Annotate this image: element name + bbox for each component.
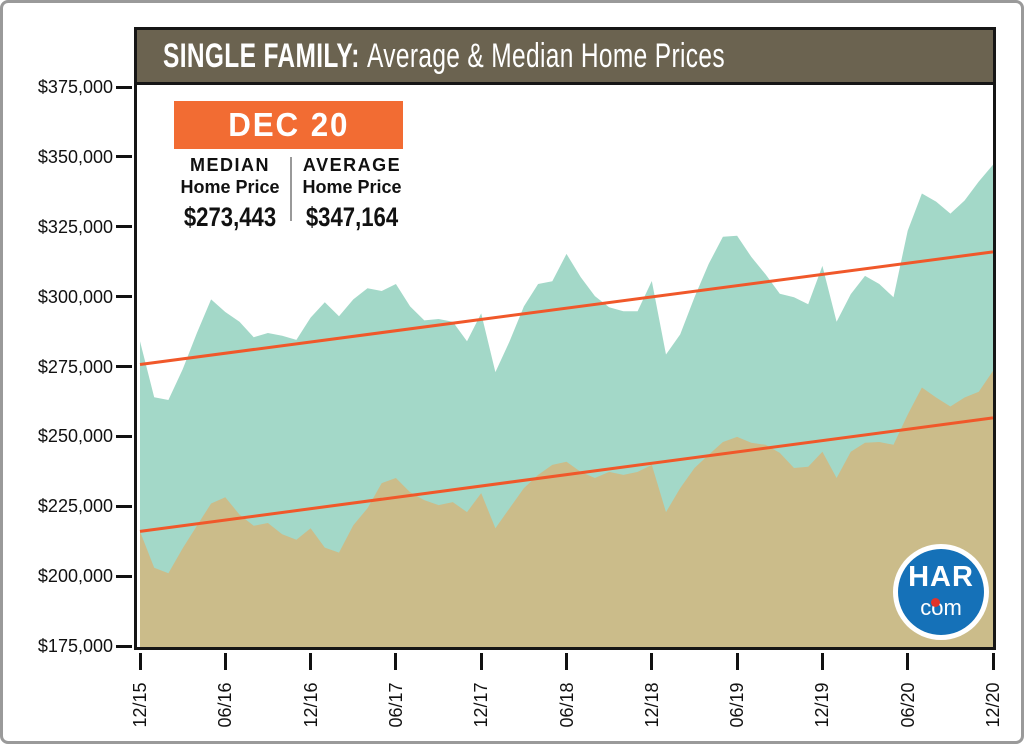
x-axis-tick <box>309 653 313 670</box>
har-logo-com-text: com <box>920 595 962 620</box>
y-axis-tick <box>116 365 132 368</box>
median-value: $273,443 <box>183 202 277 232</box>
y-axis-label: $175,000 <box>37 636 113 656</box>
x-axis-tick <box>820 653 824 670</box>
y-axis-label: $375,000 <box>37 77 113 97</box>
average-stat: AVERAGE Home Price $347,164 <box>292 155 412 233</box>
y-axis-label: $250,000 <box>37 426 113 447</box>
y-axis-tick <box>116 504 132 508</box>
x-axis-tick <box>138 653 142 670</box>
average-label: AVERAGE <box>302 155 402 175</box>
y-axis-label: $300,000 <box>37 286 113 307</box>
callout-stats: MEDIAN Home Price $273,443 AVERAGE Home … <box>170 155 412 233</box>
period-badge-label: DEC 20 <box>227 106 350 143</box>
y-axis-tick <box>116 155 132 159</box>
x-axis-tick <box>223 653 227 670</box>
y-axis-tick <box>116 574 132 578</box>
y-axis-label: $225,000 <box>37 496 113 517</box>
x-axis-tick <box>394 653 398 670</box>
har-com-logo-circle: HAR com <box>898 549 984 635</box>
har-com-logo: HAR com <box>893 544 989 640</box>
y-axis-tick <box>116 225 132 229</box>
har-logo-red-dot <box>931 598 940 607</box>
average-value: $347,164 <box>305 202 399 232</box>
average-sublabel: Home Price <box>302 177 402 197</box>
median-label: MEDIAN <box>190 155 270 175</box>
y-axis-tick <box>116 434 132 438</box>
y-axis-tick <box>116 644 132 648</box>
x-axis-tick <box>565 653 568 670</box>
x-axis-tick <box>650 653 654 670</box>
y-axis-label: $350,000 <box>37 146 113 167</box>
median-price-area <box>140 370 993 647</box>
average-trendline <box>139 250 994 366</box>
y-axis-label: $275,000 <box>37 356 113 377</box>
price-area-plot <box>139 164 994 648</box>
y-axis-label: $325,000 <box>37 216 113 237</box>
stat-divider <box>290 157 292 221</box>
x-axis-tick <box>735 653 739 670</box>
period-badge: DEC 20 <box>174 101 403 149</box>
median-stat: MEDIAN Home Price $273,443 <box>170 155 290 233</box>
median-trendline <box>139 416 994 533</box>
x-axis-tick <box>479 653 483 670</box>
har-logo-text: HAR <box>908 561 974 593</box>
y-axis-tick <box>116 85 132 89</box>
y-axis-tick <box>116 295 132 299</box>
median-sublabel: Home Price <box>180 177 280 197</box>
x-axis-tick <box>906 653 910 670</box>
y-axis-label: $200,000 <box>37 566 113 587</box>
x-axis-tick <box>991 653 995 670</box>
